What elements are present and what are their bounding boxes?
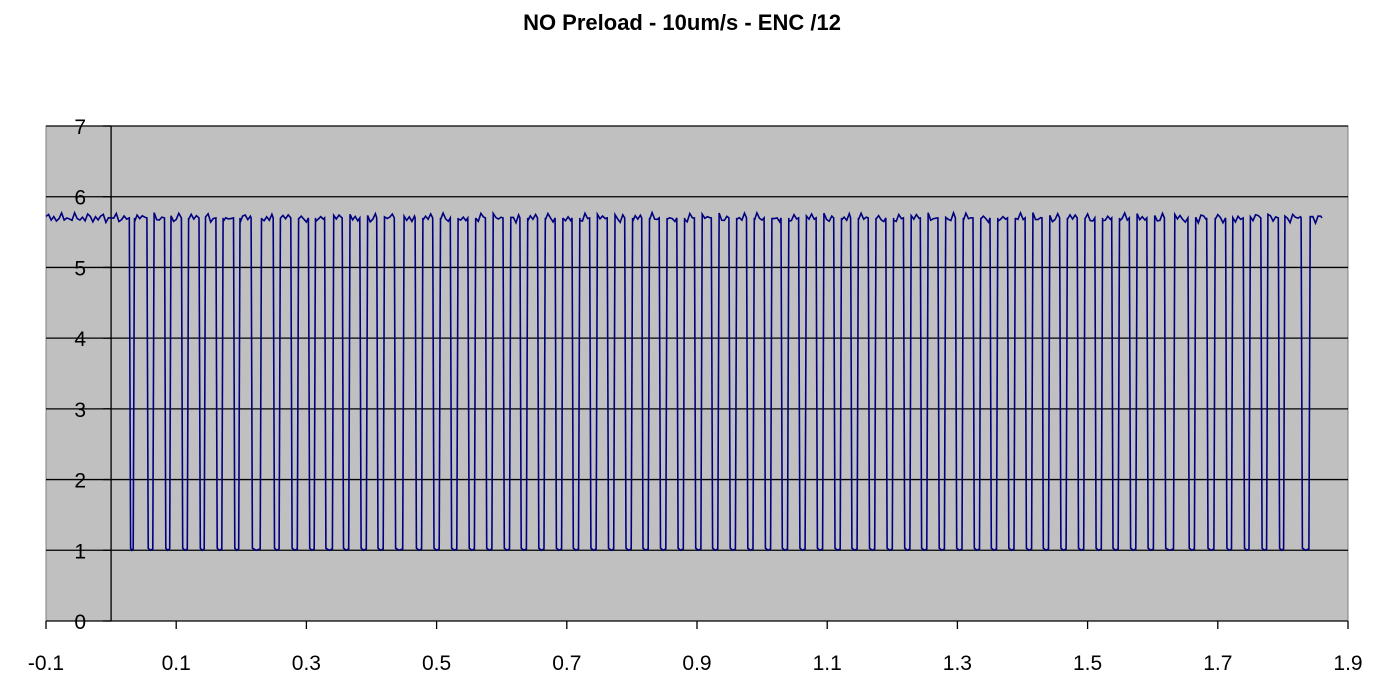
y-tick-label-6: 6	[74, 187, 86, 210]
y-tick-label-7: 7	[74, 116, 86, 139]
tick-labels: 0 1 2 3 4 5 6 7 -0.1 0.1 0.3 0.5 0.7 0.9 1.1 1.3 1.5 1.7 1…	[28, 116, 1363, 675]
axes	[45, 125, 1349, 629]
y-tick-label-4: 4	[74, 328, 86, 351]
y-tick-label-2: 2	[74, 470, 86, 493]
gridlines	[46, 125, 1348, 551]
x-tick-label-1.7: 1.7	[1203, 652, 1232, 675]
x-tick-label-1.5: 1.5	[1073, 652, 1102, 675]
x-tick-label-0.9: 0.9	[682, 652, 711, 675]
x-tick-label-1.1: 1.1	[813, 652, 842, 675]
chart-title: NO Preload - 10um/s - ENC /12	[523, 10, 841, 35]
x-tick-label-0.7: 0.7	[552, 652, 581, 675]
x-tick-label-0.1: 0.1	[162, 652, 191, 675]
y-tick-label-1: 1	[74, 540, 86, 563]
y-tick-label-0: 0	[74, 611, 86, 634]
x-tick-label-1.3: 1.3	[943, 652, 972, 675]
x-tick-label-1.9: 1.9	[1333, 652, 1362, 675]
x-tick-label-0.5: 0.5	[422, 652, 451, 675]
y-tick-label-5: 5	[74, 257, 86, 280]
x-tick-label--0.1: -0.1	[28, 652, 64, 675]
series-line-0	[45, 210, 1323, 552]
series-layer	[45, 210, 1323, 552]
y-tick-label-3: 3	[74, 399, 86, 422]
x-tick-label-0.3: 0.3	[292, 652, 321, 675]
